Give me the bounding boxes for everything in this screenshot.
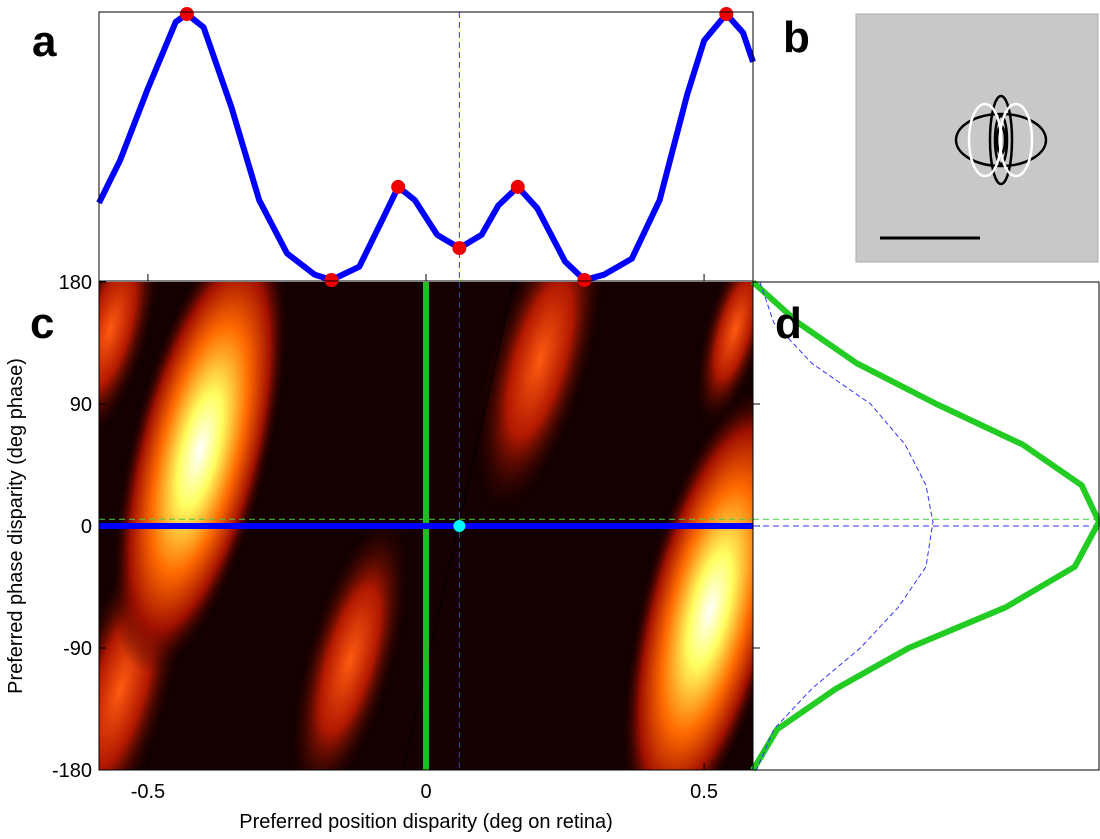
dot (453, 520, 466, 532)
curve (756, 281, 934, 771)
panel-label: d (775, 299, 802, 348)
y-tick-label: -90 (63, 638, 92, 660)
panel-label: b (783, 13, 810, 62)
y-axis-label: Preferred phase disparity (deg phase) (5, 358, 27, 694)
frame (752, 281, 1100, 771)
y-tick-label: 180 (59, 272, 92, 294)
y-tick-label: -180 (52, 760, 92, 782)
x-tick-label: -0.5 (131, 781, 165, 803)
point (452, 241, 467, 256)
panel-label: a (32, 17, 57, 66)
heatmap (99, 282, 753, 770)
panel-label: c (30, 299, 54, 348)
micrograph (855, 13, 1099, 263)
curve (96, 11, 756, 283)
point (179, 7, 194, 21)
y-tick-label: 0 (81, 516, 92, 538)
point (510, 179, 525, 194)
x-tick-label: 0 (420, 781, 431, 803)
plot-layer: -0.5 0 0.5 -180 -90 0 90 180 (52, 7, 1100, 803)
point (324, 273, 339, 287)
x-tick-label: 0.5 (690, 781, 718, 803)
point (391, 179, 406, 194)
y-tick-label: 90 (70, 394, 92, 416)
x-axis-label: Preferred position disparity (deg on ret… (239, 811, 613, 833)
point (577, 273, 592, 287)
point (719, 7, 734, 21)
